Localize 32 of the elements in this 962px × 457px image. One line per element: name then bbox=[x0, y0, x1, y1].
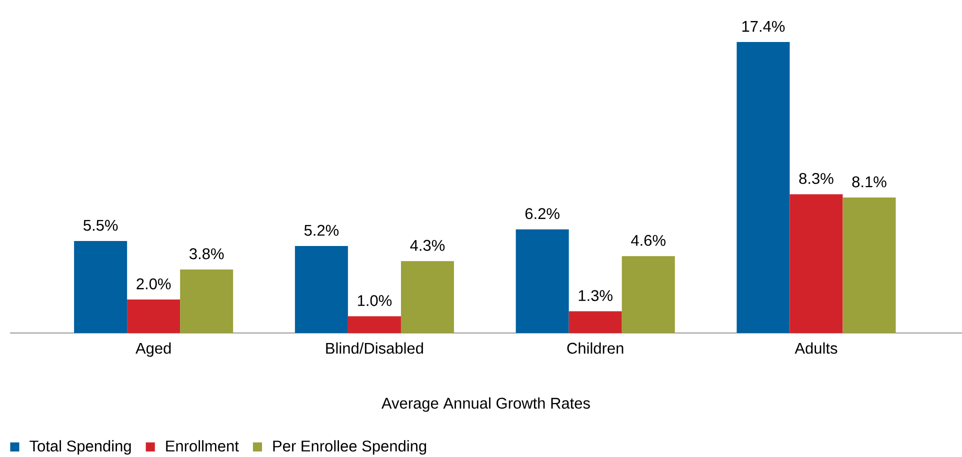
bar bbox=[842, 198, 896, 333]
legend-label: Per Enrollee Spending bbox=[273, 440, 426, 455]
bar bbox=[516, 229, 569, 333]
bar bbox=[348, 316, 401, 333]
legend-label: Enrollment bbox=[166, 440, 239, 452]
data-label: 2.0% bbox=[136, 278, 171, 290]
data-label: 1.0% bbox=[358, 295, 392, 306]
data-label: 6.2% bbox=[525, 208, 560, 220]
data-label: 4.3% bbox=[410, 240, 445, 251]
data-label: 1.3% bbox=[578, 290, 612, 302]
bar bbox=[400, 261, 454, 333]
data-label: 5.2% bbox=[304, 224, 339, 236]
x-tick-label: Aged bbox=[136, 342, 171, 357]
x-tick-label: Children bbox=[567, 342, 624, 354]
data-label: 8.1% bbox=[852, 176, 886, 188]
bar bbox=[790, 194, 843, 333]
bar bbox=[180, 269, 234, 333]
bar bbox=[736, 42, 790, 333]
x-axis-title: Average Annual Growth Rates bbox=[381, 397, 590, 412]
bar bbox=[127, 300, 180, 333]
bar bbox=[294, 246, 348, 333]
data-label: 4.6% bbox=[631, 234, 666, 246]
x-tick-label: Blind/Disabled bbox=[326, 342, 423, 354]
data-label: 8.3% bbox=[799, 173, 834, 184]
legend-label: Total Spending bbox=[30, 440, 131, 455]
bar bbox=[622, 256, 675, 333]
bar bbox=[568, 311, 622, 333]
bar bbox=[74, 241, 128, 333]
data-label: 5.5% bbox=[84, 220, 118, 231]
data-label: 3.8% bbox=[190, 248, 224, 260]
x-tick-label: Adults bbox=[794, 342, 838, 354]
data-label: 17.4% bbox=[742, 20, 785, 32]
